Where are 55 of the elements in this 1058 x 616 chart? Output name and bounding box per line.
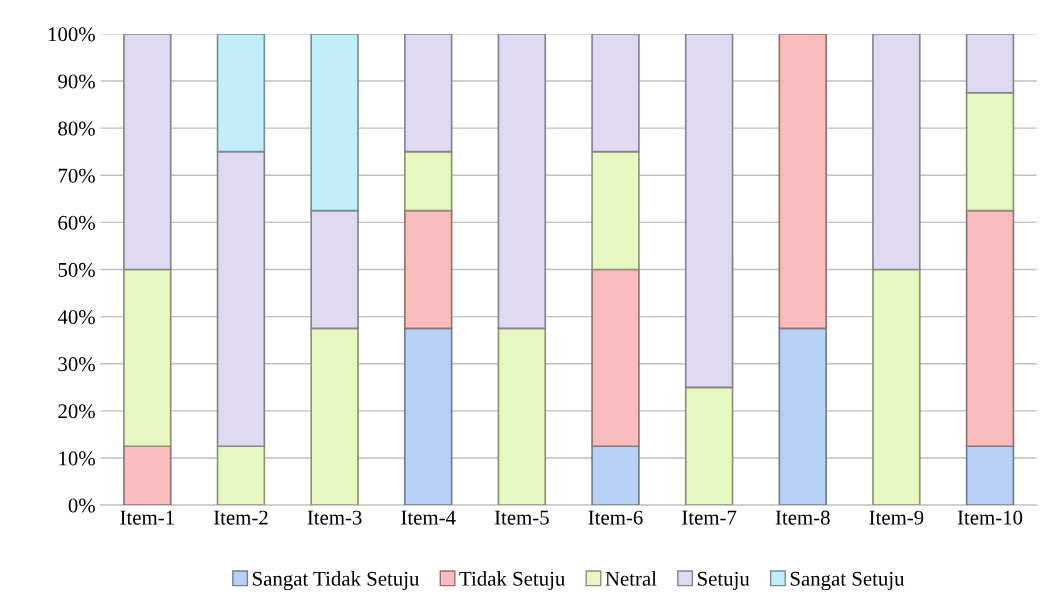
legend-label: Sangat Setuju: [790, 571, 905, 591]
bar: [123, 445, 172, 506]
bar: [965, 445, 1015, 506]
legend-label: Netral: [605, 571, 657, 586]
y-tick-label: 40%: [57, 310, 95, 325]
x-tick-label: Item-6: [588, 510, 643, 525]
y-tick-label: 100%: [48, 27, 95, 42]
x-tick-label: Item-8: [775, 510, 830, 525]
y-tick-label: 60%: [58, 215, 95, 230]
legend-label: Sangat Tidak Setuju: [252, 571, 420, 591]
bar: [123, 33, 172, 271]
x-tick-label: Item-7: [682, 510, 737, 525]
legend-label: Setuju: [697, 571, 750, 591]
bar: [403, 209, 453, 330]
bar: [403, 33, 453, 153]
x-tick-label: Item-3: [307, 510, 362, 525]
x-tick-label: Item-10: [957, 510, 1023, 525]
bar: [497, 327, 547, 506]
bar: [965, 209, 1015, 448]
bar: [591, 445, 640, 506]
bar: [216, 445, 266, 506]
bar: [310, 33, 359, 212]
y-tick-label: 30%: [58, 357, 95, 372]
x-tick-label: Item-9: [869, 510, 924, 525]
y-tick-label: 50%: [58, 262, 95, 277]
bar: [591, 150, 640, 271]
y-tick-label: 70%: [58, 168, 95, 183]
bar: [216, 33, 266, 153]
bar: [310, 327, 359, 506]
bar: [310, 209, 359, 330]
x-tick-label: Item-5: [494, 510, 549, 525]
y-tick-label: 80%: [58, 121, 95, 136]
bar: [403, 327, 453, 506]
bar: [872, 33, 921, 271]
bar: [684, 386, 734, 506]
y-tick-label: 20%: [58, 404, 95, 419]
bar: [778, 327, 828, 506]
x-tick-label: Item-1: [120, 510, 174, 525]
x-tick-label: Item-2: [213, 510, 268, 525]
bar: [872, 268, 921, 506]
bar: [684, 33, 734, 389]
x-tick-label: Item-4: [401, 510, 456, 525]
y-tick-label: 90%: [58, 74, 95, 89]
bar: [497, 33, 547, 330]
bar: [965, 91, 1015, 212]
bar: [591, 268, 640, 448]
y-tick-label: 10%: [59, 451, 95, 466]
bar: [591, 33, 640, 153]
y-tick-label: 0%: [68, 498, 95, 513]
bar: [216, 150, 266, 448]
bar: [123, 268, 172, 448]
legend-label: Tidak Setuju: [459, 571, 565, 591]
bar: [403, 150, 453, 212]
bar: [965, 33, 1015, 94]
bar: [778, 33, 828, 330]
